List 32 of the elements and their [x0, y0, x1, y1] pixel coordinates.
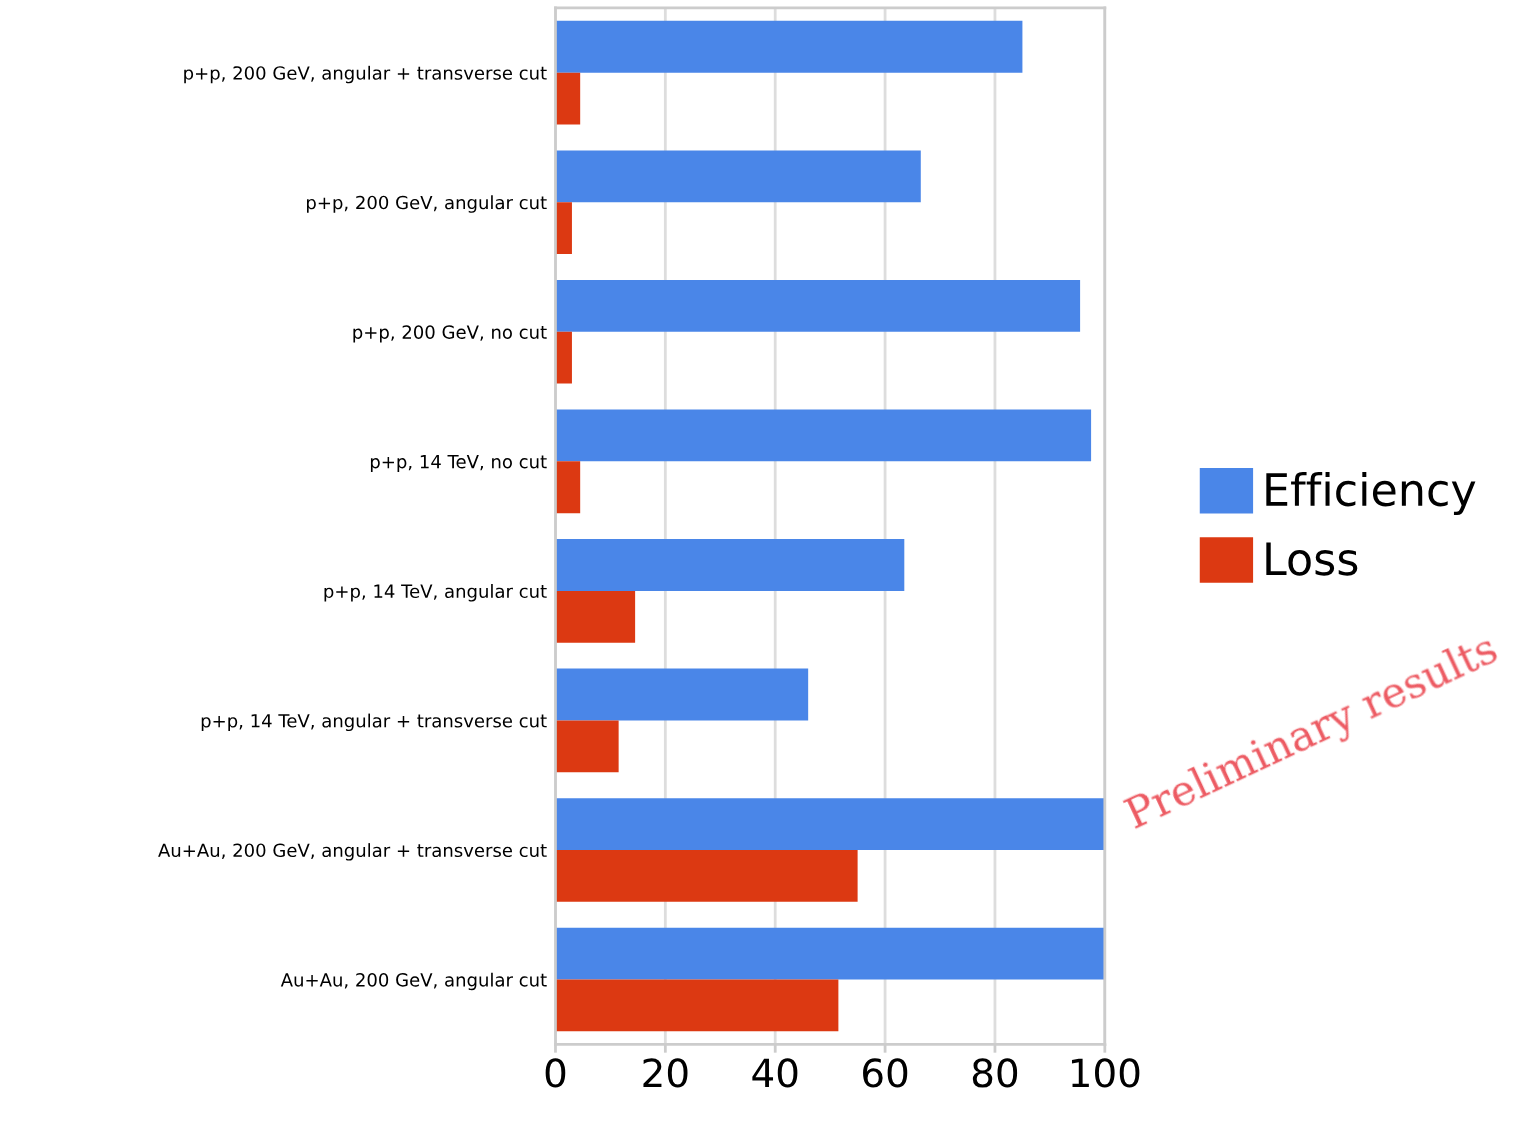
y-tick-label: p+p, 200 GeV, angular + transverse cut — [184, 65, 547, 84]
x-tick-label: 20 — [643, 1058, 688, 1088]
x-tick-label: 100 — [1071, 1058, 1140, 1088]
bar — [555, 850, 858, 902]
bar — [555, 927, 1105, 980]
y-tick-label: p+p, 200 GeV, angular cut — [307, 195, 547, 213]
y-tick-label: p+p, 14 TeV, angular cut — [324, 584, 547, 602]
bar — [555, 590, 636, 643]
bar — [555, 331, 572, 384]
y-tick-label: Au+Au, 200 GeV, angular + transverse cut — [158, 843, 547, 861]
bar — [555, 979, 839, 1032]
x-tick-label: 60 — [863, 1058, 908, 1088]
bar — [555, 409, 1092, 462]
bar — [555, 798, 1105, 850]
bar — [555, 461, 581, 514]
bar — [555, 202, 572, 255]
x-tick-label: 40 — [752, 1058, 798, 1088]
bar — [555, 668, 809, 721]
bar — [555, 539, 905, 591]
bar — [555, 150, 921, 203]
y-tick-label: p+p, 14 TeV, no cut — [370, 455, 547, 472]
bar — [555, 20, 1023, 73]
bar — [555, 720, 619, 773]
legend-label: Efficiency — [1266, 471, 1476, 515]
y-tick-label: p+p, 14 TeV, angular + transverse cut — [201, 713, 547, 732]
bar — [555, 279, 1081, 332]
x-tick-label: 80 — [972, 1058, 1018, 1088]
bar — [555, 72, 581, 125]
x-tick-label: 0 — [545, 1058, 566, 1088]
y-tick-label: p+p, 200 GeV, no cut — [353, 325, 547, 343]
y-tick-label: Au+Au, 200 GeV, angular cut — [280, 972, 547, 991]
legend-label: Loss — [1266, 542, 1358, 576]
